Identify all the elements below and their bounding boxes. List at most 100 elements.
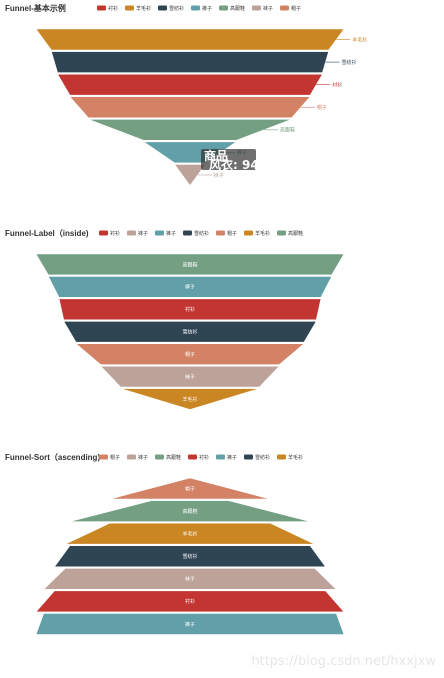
- legend-swatch: [252, 5, 261, 11]
- segment-label: 雪纺衫: [182, 553, 197, 560]
- funnel-segment[interactable]: [53, 545, 327, 568]
- legend-item[interactable]: 帽子: [280, 5, 301, 12]
- segment-label: 袜子: [214, 172, 224, 179]
- chart-title: Funnel-基本示例: [5, 3, 66, 13]
- segment-label: 高跟鞋: [182, 508, 197, 515]
- segment-label: 裤子: [185, 621, 195, 628]
- legend-item[interactable]: 羊毛衫: [125, 5, 151, 12]
- legend-swatch: [216, 454, 225, 460]
- legend-item[interactable]: 高跟鞋: [219, 5, 245, 12]
- legend-label: 高跟鞋: [166, 454, 181, 461]
- legend-item[interactable]: 羊毛衫: [277, 454, 303, 461]
- legend-swatch: [127, 454, 136, 460]
- legend-swatch: [99, 230, 108, 236]
- legend-swatch: [219, 5, 228, 11]
- legend-item[interactable]: 帽子: [99, 454, 120, 461]
- legend-swatch: [216, 230, 225, 236]
- funnel-segment[interactable]: [47, 276, 333, 298]
- segment-label: 裤子: [185, 284, 195, 291]
- legend-swatch: [97, 5, 106, 11]
- funnel-segment[interactable]: [57, 73, 323, 96]
- legend-item[interactable]: 雪纺衫: [244, 454, 270, 461]
- legend-item[interactable]: 羊毛衫: [244, 230, 270, 237]
- chart-title: Funnel-Sort（ascending): [5, 452, 100, 462]
- segment-label: 雪纺衫: [182, 329, 197, 336]
- funnel-segment[interactable]: [120, 388, 260, 410]
- legend-swatch: [191, 5, 200, 11]
- segment-label: 羊毛衫: [182, 396, 197, 403]
- legend-item[interactable]: 袜子: [252, 5, 273, 12]
- legend-label: 袜子: [138, 230, 148, 237]
- legend-swatch: [244, 454, 253, 460]
- legend-label: 羊毛衫: [255, 230, 270, 237]
- funnel-segment[interactable]: [35, 253, 345, 276]
- watermark: https://blog.csdn.net/hxxjxw: [251, 654, 436, 669]
- funnel-segment[interactable]: [65, 522, 315, 545]
- segment-label: 帽子: [185, 351, 195, 358]
- legend-swatch: [125, 5, 134, 11]
- legend-item[interactable]: 袜子: [127, 454, 148, 461]
- legend-item[interactable]: 高跟鞋: [277, 230, 303, 237]
- chart-legend: 帽子 袜子 高跟鞋 衬衫 裤子 雪纺衫 羊毛衫: [99, 454, 303, 461]
- legend-item[interactable]: 衬衫: [99, 230, 120, 237]
- legend-item[interactable]: 帽子: [216, 230, 237, 237]
- legend-label: 羊毛衫: [288, 454, 303, 461]
- funnel-segment[interactable]: [63, 320, 317, 343]
- segment-label: 羊毛衫: [352, 36, 367, 43]
- legend-item[interactable]: 裤子: [155, 230, 176, 237]
- legend-swatch: [188, 454, 197, 460]
- funnel-segment[interactable]: [35, 590, 345, 613]
- legend-label: 裤子: [202, 5, 212, 12]
- legend-label: 羊毛衫: [136, 5, 151, 12]
- legend-label: 衬衫: [108, 5, 118, 12]
- segment-label: 袜子: [185, 373, 195, 380]
- legend-item[interactable]: 衬衫: [97, 5, 118, 12]
- funnel-segment[interactable]: [35, 613, 345, 635]
- segment-label: 高跟鞋: [182, 261, 197, 268]
- legend-label: 帽子: [110, 454, 120, 461]
- legend-swatch: [244, 230, 253, 236]
- legend-swatch: [155, 230, 164, 236]
- legend-item[interactable]: 高跟鞋: [155, 454, 181, 461]
- segment-label: 雪纺衫: [342, 59, 357, 66]
- funnel-segment[interactable]: [109, 477, 271, 500]
- funnel-segment[interactable]: [58, 298, 322, 321]
- legend-label: 帽子: [227, 230, 237, 237]
- legend-item[interactable]: 衬衫: [188, 454, 209, 461]
- funnel-segment[interactable]: [88, 118, 292, 141]
- tooltip-value: 风衣: 94: [209, 157, 259, 172]
- tooltip-series: 商品: [204, 148, 228, 163]
- tooltip-background: [201, 149, 256, 170]
- legend-swatch: [155, 454, 164, 460]
- funnel-chart-2: Funnel-Label（inside) 衬衫 袜子 裤子 雪纺衫 帽子 羊毛衫 高跟鞋高跟鞋…: [5, 228, 345, 410]
- legend-swatch: [99, 454, 108, 460]
- legend-item[interactable]: 雪纺衫: [158, 5, 184, 12]
- legend-label: 雪纺衫: [194, 230, 209, 237]
- legend-label: 裤子: [166, 230, 176, 237]
- legend-swatch: [127, 230, 136, 236]
- legend-item[interactable]: 裤子: [191, 5, 212, 12]
- legend-label: 高跟鞋: [230, 5, 245, 12]
- legend-label: 雪纺衫: [255, 454, 270, 461]
- legend-item[interactable]: 裤子: [216, 454, 237, 461]
- funnel-segment[interactable]: [42, 567, 338, 590]
- legend-swatch: [280, 5, 289, 11]
- legend-item[interactable]: 袜子: [127, 230, 148, 237]
- funnel-segment[interactable]: [69, 500, 311, 522]
- legend-label: 袜子: [138, 454, 148, 461]
- segment-label: 帽子: [317, 104, 327, 111]
- legend-item[interactable]: 雪纺衫: [183, 230, 209, 237]
- legend-swatch: [183, 230, 192, 236]
- legend-swatch: [158, 5, 167, 11]
- funnel-segment[interactable]: [75, 343, 305, 365]
- funnel-segment[interactable]: [35, 28, 345, 51]
- funnel-segment[interactable]: [50, 51, 330, 73]
- funnel-segment[interactable]: [69, 96, 311, 119]
- legend-swatch: [277, 230, 286, 236]
- funnel-segment[interactable]: [99, 365, 281, 388]
- funnel-chart-3: Funnel-Sort（ascending) 帽子 袜子 高跟鞋 衬衫 裤子 雪纺衫 羊毛衫帽…: [5, 452, 345, 635]
- segment-label: 袜子: [185, 576, 195, 583]
- chart-legend: 衬衫 袜子 裤子 雪纺衫 帽子 羊毛衫 高跟鞋: [99, 230, 303, 237]
- legend-label: 衬衫: [110, 230, 120, 237]
